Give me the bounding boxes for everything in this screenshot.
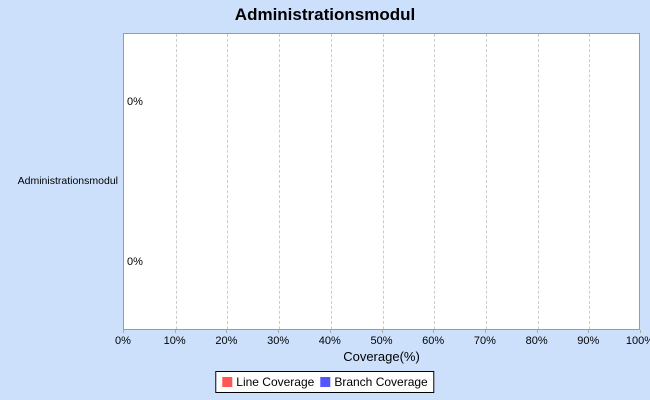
- gridline: [434, 34, 436, 329]
- legend-item: Line Coverage: [222, 375, 314, 389]
- gridline: [589, 34, 591, 329]
- x-axis-tick: [123, 330, 124, 333]
- gridline: [175, 34, 177, 329]
- x-axis-tick: [174, 330, 176, 333]
- x-axis-tick-label: 10%: [163, 335, 186, 347]
- legend-item: Branch Coverage: [320, 375, 428, 389]
- x-axis-tick-label: 40%: [318, 335, 341, 347]
- gridline: [227, 34, 229, 329]
- x-axis-tick: [640, 330, 641, 333]
- x-axis-tick: [329, 330, 331, 333]
- x-axis-tick-label: 30%: [267, 335, 290, 347]
- x-axis-tick: [278, 330, 280, 333]
- plot-area: 0% 0%: [123, 33, 640, 330]
- x-axis-tick: [433, 330, 435, 333]
- x-axis-tick: [588, 330, 590, 333]
- chart-title: Administrationsmodul: [234, 5, 416, 24]
- bar-value-label: 0%: [127, 96, 143, 108]
- gridline: [537, 34, 539, 329]
- x-axis-tick: [226, 330, 228, 333]
- legend-swatch-icon: [222, 377, 233, 387]
- x-axis-tick-label: 60%: [422, 335, 445, 347]
- x-axis-tick: [381, 330, 383, 333]
- gridline: [279, 34, 281, 329]
- gridline: [330, 34, 332, 329]
- x-axis-tick-label: 90%: [577, 335, 600, 347]
- x-axis-tick-label: 100%: [625, 335, 650, 347]
- y-axis-category-label: Administrationsmodul: [17, 175, 118, 187]
- gridline: [485, 34, 487, 329]
- gridline: [382, 34, 384, 329]
- legend: Line Coverage Branch Coverage: [215, 371, 435, 393]
- x-axis-tick-label: 80%: [525, 335, 548, 347]
- x-axis-tick: [484, 330, 486, 333]
- legend-label: Line Coverage: [236, 375, 315, 389]
- bar-value-label: 0%: [127, 256, 143, 268]
- legend-swatch-icon: [320, 377, 331, 387]
- legend-label: Branch Coverage: [334, 375, 428, 389]
- x-axis-tick-label: 0%: [115, 335, 131, 347]
- x-axis-tick-label: 70%: [473, 335, 496, 347]
- x-axis-tick-label: 20%: [215, 335, 238, 347]
- x-axis-tick-label: 50%: [370, 335, 393, 347]
- x-axis-title: Coverage(%): [343, 349, 420, 364]
- x-axis-tick: [536, 330, 538, 333]
